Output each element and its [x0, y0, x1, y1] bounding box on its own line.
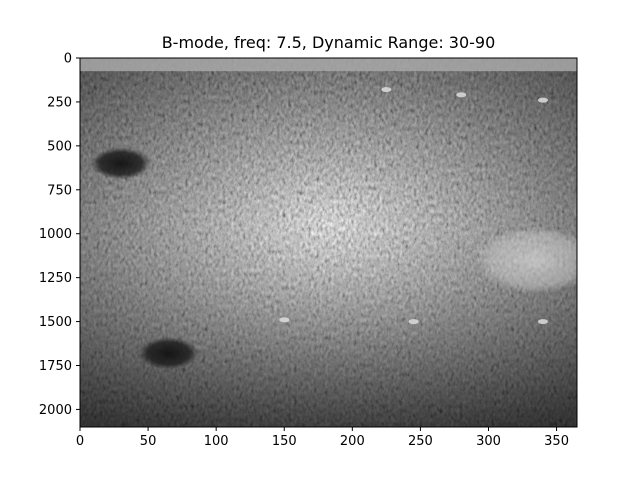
y-tick-label: 750: [47, 183, 72, 198]
hypoechoic-cyst-2: [138, 337, 199, 370]
y-tick-label: 2000: [39, 403, 72, 418]
y-tick-label: 1000: [39, 227, 72, 242]
bright-point-9: [537, 97, 548, 103]
x-tick-label: 50: [140, 434, 157, 449]
y-axis: 0 250 500 750 1000 1250 1500 1750 2000: [39, 52, 80, 418]
bright-point-7: [381, 87, 392, 93]
hyperechoic-region-3: [476, 226, 577, 295]
y-tick-label: 0: [64, 52, 72, 67]
bright-point-4: [279, 317, 290, 323]
x-tick-label: 300: [476, 434, 501, 449]
x-tick-label: 350: [544, 434, 569, 449]
bright-point-5: [408, 319, 419, 325]
x-tick-label: 0: [76, 434, 84, 449]
x-tick-label: 150: [272, 434, 297, 449]
y-tick-label: 1250: [39, 271, 72, 286]
y-tick-label: 250: [47, 95, 72, 110]
x-tick-label: 100: [204, 434, 229, 449]
y-tick-label: 1500: [39, 315, 72, 330]
axes-frame: [79, 57, 578, 428]
x-tick-label: 200: [340, 434, 365, 449]
hypoechoic-cyst-1: [90, 147, 151, 180]
x-axis: 0 50 100 150 200 250 300 350: [76, 427, 569, 449]
chart-title: B-mode, freq: 7.5, Dynamic Range: 30-90: [162, 33, 496, 52]
bright-point-8: [456, 92, 467, 98]
bright-band-0: [80, 58, 577, 72]
bright-point-6: [537, 319, 548, 325]
y-tick-label: 500: [47, 139, 72, 154]
plot-area: [80, 58, 577, 427]
x-tick-label: 250: [408, 434, 433, 449]
y-tick-label: 1750: [39, 359, 72, 374]
image-features: [80, 58, 577, 370]
